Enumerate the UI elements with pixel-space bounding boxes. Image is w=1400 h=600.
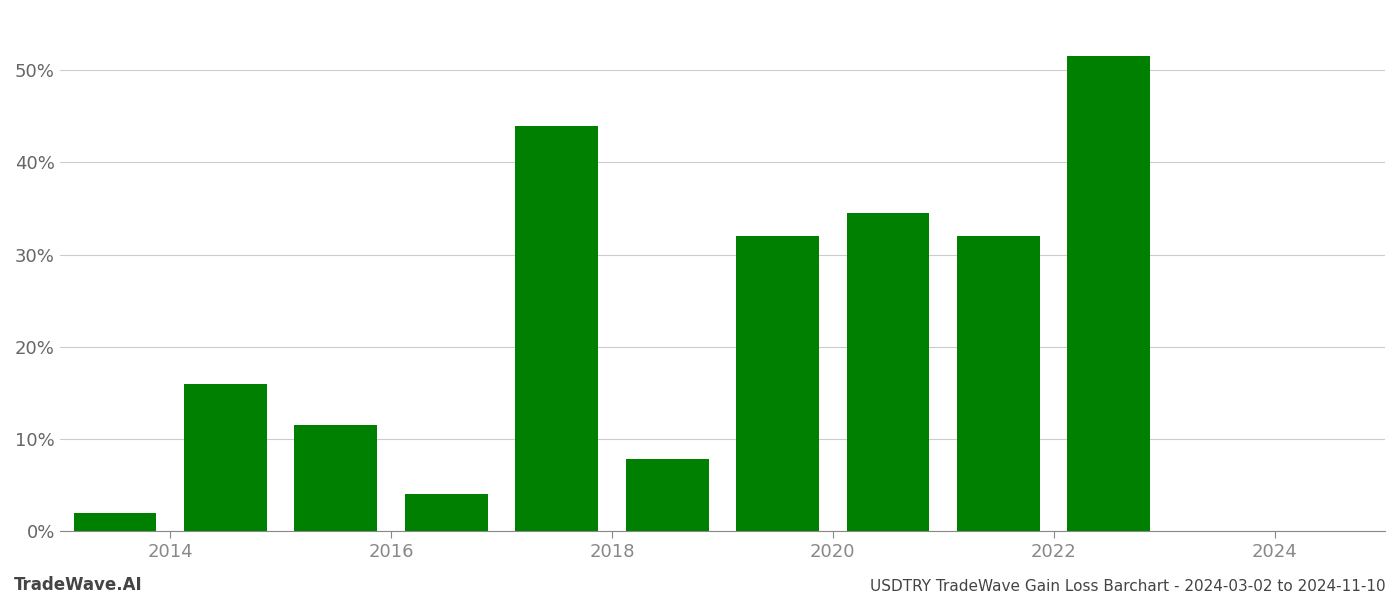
- Text: USDTRY TradeWave Gain Loss Barchart - 2024-03-02 to 2024-11-10: USDTRY TradeWave Gain Loss Barchart - 20…: [871, 579, 1386, 594]
- Bar: [405, 494, 487, 531]
- Bar: [847, 213, 930, 531]
- Bar: [294, 425, 377, 531]
- Bar: [183, 384, 267, 531]
- Bar: [515, 125, 598, 531]
- Bar: [958, 236, 1040, 531]
- Bar: [74, 513, 157, 531]
- Bar: [1067, 56, 1151, 531]
- Bar: [626, 459, 708, 531]
- Text: TradeWave.AI: TradeWave.AI: [14, 576, 143, 594]
- Bar: [736, 236, 819, 531]
